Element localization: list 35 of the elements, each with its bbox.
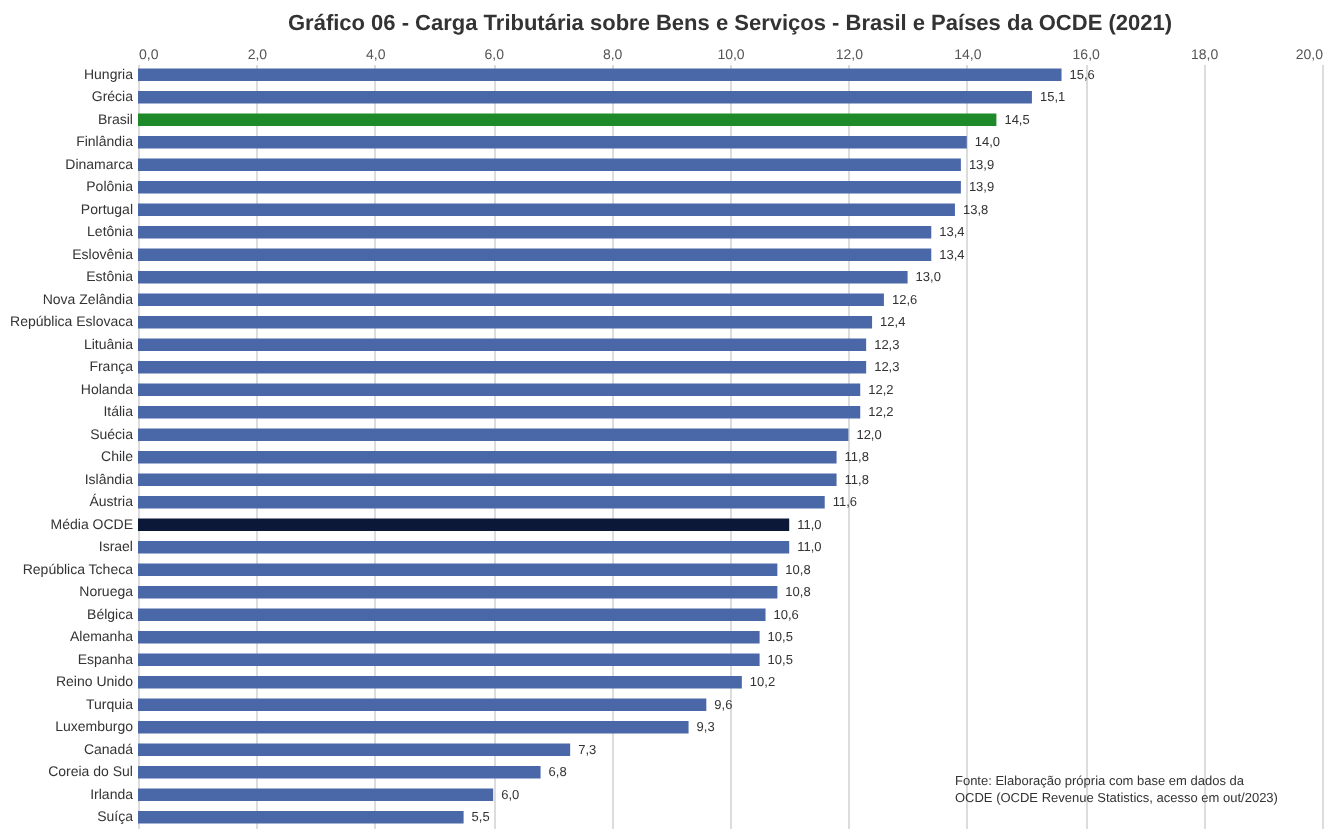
bar xyxy=(138,518,790,531)
bar xyxy=(138,338,867,351)
bar xyxy=(138,181,961,194)
bar xyxy=(138,676,742,689)
bar xyxy=(138,608,766,621)
bar xyxy=(138,766,541,779)
bar xyxy=(138,406,861,419)
bar xyxy=(138,428,849,441)
bar xyxy=(138,788,494,801)
bar xyxy=(138,248,932,261)
bar xyxy=(138,743,571,756)
bar xyxy=(138,586,778,599)
bar xyxy=(138,226,932,239)
bar xyxy=(138,451,837,464)
bar xyxy=(138,721,689,734)
bar xyxy=(138,496,825,509)
bar xyxy=(138,136,967,149)
bar xyxy=(138,563,778,576)
bar xyxy=(138,158,961,171)
bar xyxy=(138,293,884,306)
bar xyxy=(138,473,837,486)
bar xyxy=(138,811,464,824)
bar xyxy=(138,91,1032,104)
bar xyxy=(138,271,908,284)
bar xyxy=(138,383,861,396)
bar xyxy=(138,631,760,644)
bar xyxy=(138,653,760,666)
bar xyxy=(138,113,997,126)
bar xyxy=(138,361,867,374)
chart-title: Gráfico 06 - Carga Tributária sobre Bens e Serviços - Brasil e Países da OCDE (2021) xyxy=(287,12,1173,36)
bar xyxy=(138,541,790,554)
bar xyxy=(138,68,1062,81)
bar xyxy=(138,203,955,216)
bar xyxy=(138,698,707,711)
bar xyxy=(138,316,873,329)
